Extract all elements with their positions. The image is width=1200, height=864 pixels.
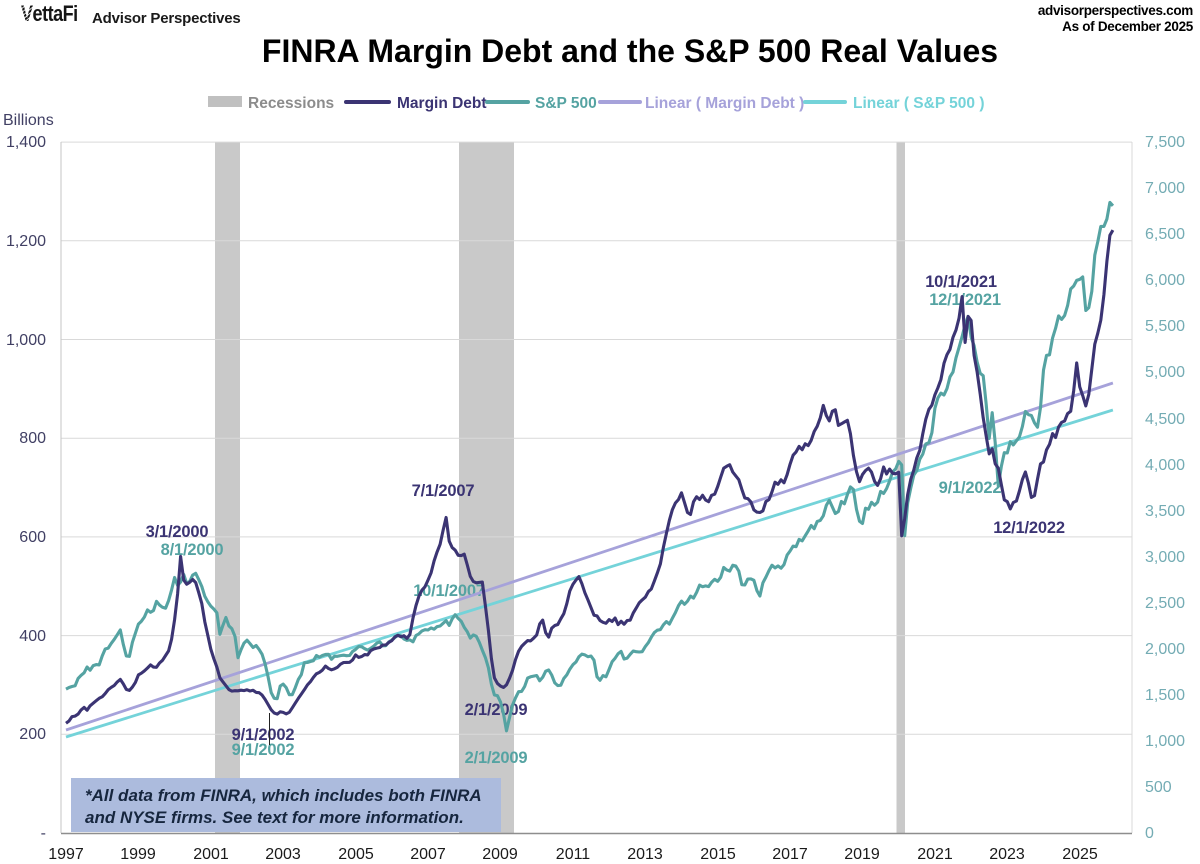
svg-text:2/1/2009: 2/1/2009 xyxy=(465,701,528,719)
svg-text:8/1/2000: 8/1/2000 xyxy=(161,541,224,559)
svg-text:9/1/2002: 9/1/2002 xyxy=(232,726,295,744)
svg-text:9/1/2022: 9/1/2022 xyxy=(939,479,1002,497)
svg-text:2/1/2009: 2/1/2009 xyxy=(465,749,528,767)
svg-text:12/1/2022: 12/1/2022 xyxy=(993,519,1065,537)
svg-text:12/1/2021: 12/1/2021 xyxy=(929,291,1001,309)
svg-text:3/1/2000: 3/1/2000 xyxy=(146,523,209,541)
svg-text:10/1/2021: 10/1/2021 xyxy=(925,273,997,291)
svg-text:7/1/2007: 7/1/2007 xyxy=(412,482,475,500)
svg-text:VettaFi: VettaFi xyxy=(21,2,78,26)
svg-text:10/1/2007: 10/1/2007 xyxy=(413,582,485,600)
svg-text:9/1/2002: 9/1/2002 xyxy=(232,741,295,759)
